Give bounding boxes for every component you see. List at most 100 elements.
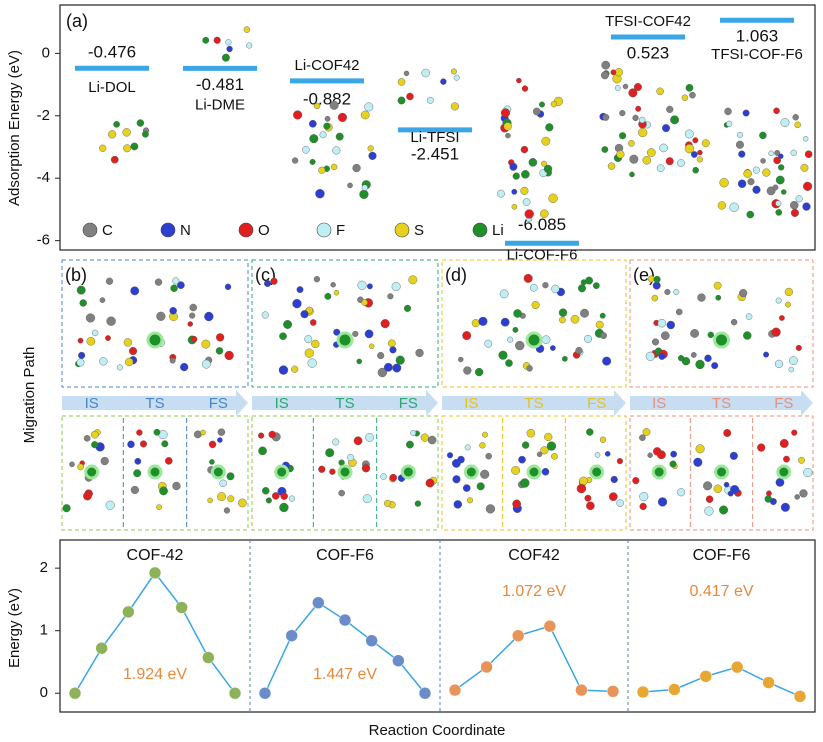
atom — [347, 182, 353, 189]
li-atom — [337, 464, 353, 480]
atom — [516, 77, 522, 84]
atom — [662, 124, 671, 133]
atom — [695, 359, 705, 370]
point — [575, 683, 588, 697]
atom — [156, 504, 162, 511]
atom — [318, 166, 326, 174]
atom — [478, 316, 488, 326]
value-label: 0.523 — [627, 44, 670, 63]
atom — [165, 457, 173, 465]
atom — [116, 364, 123, 371]
atom — [329, 100, 339, 110]
atom — [500, 108, 511, 118]
atom — [511, 466, 521, 475]
li-atom — [463, 464, 479, 480]
li-atom — [147, 464, 163, 480]
li-atom — [400, 464, 416, 480]
atom — [616, 458, 623, 465]
atom — [526, 428, 536, 438]
atom — [335, 132, 344, 141]
atom — [724, 107, 732, 116]
panel-label: (b) — [65, 265, 87, 285]
atom — [446, 452, 454, 459]
y-tick-label: 0 — [42, 44, 50, 61]
atom — [541, 467, 550, 476]
atom — [779, 315, 785, 321]
annotation: 1.072 eV — [502, 583, 566, 600]
li-atom — [589, 464, 605, 480]
atom — [69, 461, 75, 468]
atom — [763, 351, 770, 358]
atom — [664, 288, 671, 295]
atom — [505, 132, 511, 139]
atom — [788, 366, 795, 373]
legend-swatch — [238, 222, 254, 238]
atom — [479, 442, 486, 449]
atom — [217, 492, 226, 502]
atom — [278, 365, 289, 375]
atom — [541, 335, 551, 344]
atom — [790, 201, 799, 210]
atom — [632, 114, 639, 122]
atom — [540, 209, 549, 218]
atom — [692, 166, 699, 174]
atom — [324, 115, 331, 122]
atom — [172, 481, 181, 491]
atom — [337, 112, 347, 122]
atom — [136, 119, 145, 127]
atom — [701, 139, 710, 148]
atom — [541, 160, 547, 167]
atom — [189, 303, 197, 312]
atom — [774, 149, 781, 156]
atom — [485, 452, 492, 460]
atom — [746, 210, 755, 219]
atom — [600, 71, 609, 80]
atom — [333, 289, 340, 296]
atom — [463, 366, 472, 375]
atom — [772, 184, 779, 191]
chart-title: COF42 — [508, 547, 560, 564]
point — [338, 613, 352, 627]
atom — [610, 475, 618, 484]
atom — [190, 335, 198, 343]
stage-label: FS — [399, 395, 418, 412]
atom — [628, 139, 635, 147]
atom — [532, 107, 541, 116]
atom — [775, 175, 785, 185]
atom — [539, 101, 545, 108]
atom — [645, 351, 655, 361]
li-atom — [651, 464, 667, 480]
atom — [550, 345, 556, 351]
y-axis-label: Adsorption Energy (eV) — [6, 50, 23, 206]
point — [175, 601, 188, 614]
atom — [729, 202, 739, 213]
atom — [600, 332, 607, 339]
atom — [695, 444, 705, 454]
atom — [161, 440, 169, 448]
atom — [78, 351, 86, 359]
atom — [497, 189, 505, 198]
atom — [142, 130, 149, 138]
atom — [790, 149, 797, 156]
atom — [690, 151, 698, 158]
atom — [666, 320, 676, 330]
atom — [450, 68, 457, 75]
atom — [309, 134, 319, 144]
value-label: -6.085 — [518, 215, 566, 234]
atom — [551, 284, 560, 294]
atom — [639, 502, 647, 511]
atom — [577, 284, 586, 293]
point — [148, 566, 162, 580]
atom — [406, 92, 414, 101]
y-tick-label: -4 — [37, 169, 50, 186]
atom — [377, 352, 385, 360]
atom — [638, 127, 648, 138]
atom — [639, 492, 649, 502]
atom — [773, 107, 780, 115]
atom — [529, 283, 538, 292]
li-atom — [714, 464, 729, 480]
atom — [509, 162, 518, 171]
atom — [616, 150, 625, 159]
atom — [91, 329, 99, 337]
atom — [283, 320, 292, 329]
